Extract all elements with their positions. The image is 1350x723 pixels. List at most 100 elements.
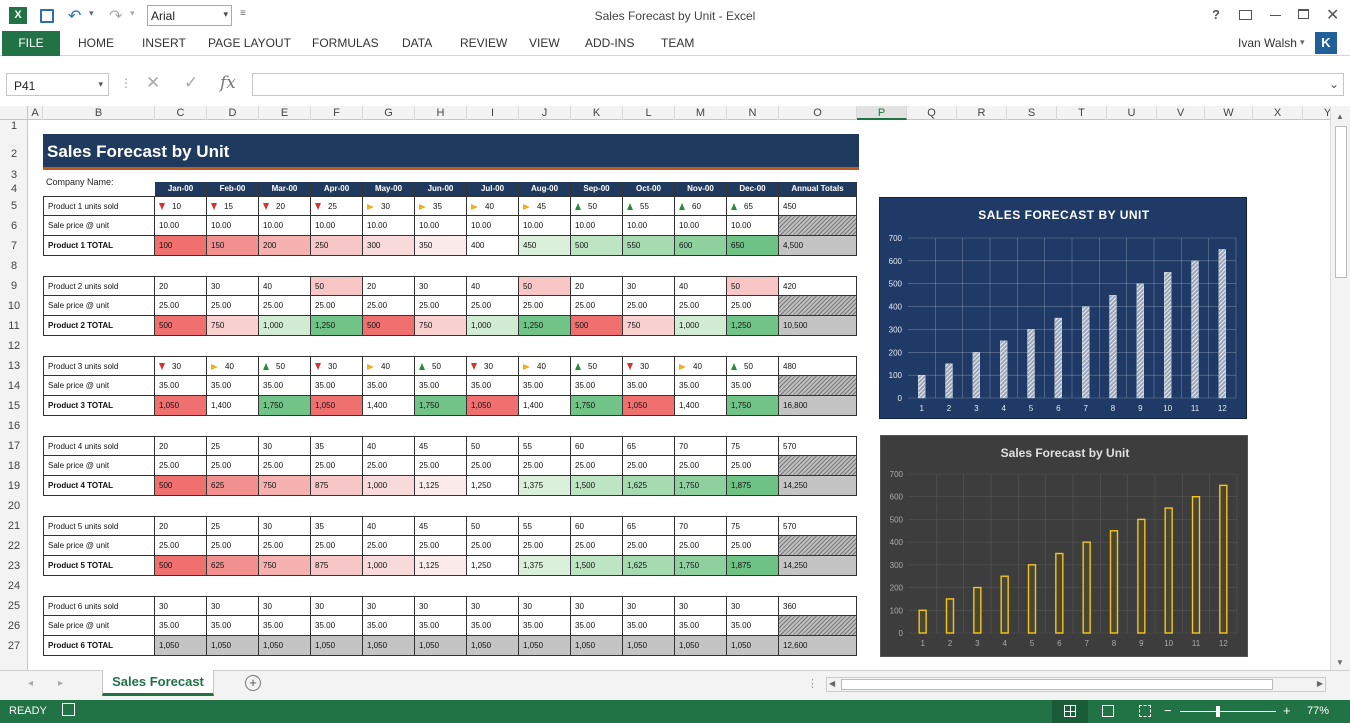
price-cell[interactable]: 25.00 <box>311 296 363 316</box>
total-cell[interactable]: 500 <box>571 236 623 256</box>
column-header[interactable]: G <box>363 106 415 120</box>
month-header[interactable]: Aug-00 <box>519 182 571 196</box>
total-cell[interactable]: 1,400 <box>519 396 571 416</box>
scroll-up-icon[interactable]: ▲ <box>1336 112 1344 121</box>
units-cell[interactable]: 75 <box>727 436 779 456</box>
bar[interactable] <box>1137 518 1146 634</box>
price-cell[interactable]: 35.00 <box>519 616 571 636</box>
price-cell[interactable]: 25.00 <box>571 456 623 476</box>
month-header[interactable]: May-00 <box>363 182 415 196</box>
row-header[interactable]: 4 <box>10 183 18 195</box>
column-header[interactable]: L <box>623 106 675 120</box>
price-cell[interactable]: 35.00 <box>311 616 363 636</box>
hatched-cell[interactable] <box>779 456 857 476</box>
units-cell[interactable]: 50 <box>415 356 467 376</box>
price-cell[interactable]: 25.00 <box>259 456 311 476</box>
price-cell[interactable]: 25.00 <box>675 536 727 556</box>
price-cell[interactable]: 10.00 <box>519 216 571 236</box>
row-header[interactable]: 18 <box>7 460 21 472</box>
month-header[interactable]: Dec-00 <box>727 182 779 196</box>
column-header[interactable]: A <box>28 106 43 120</box>
price-cell[interactable]: 35.00 <box>207 616 259 636</box>
price-cell[interactable]: 10.00 <box>727 216 779 236</box>
total-cell[interactable]: 250 <box>311 236 363 256</box>
column-header[interactable]: K <box>571 106 623 120</box>
price-cell[interactable]: 25.00 <box>519 456 571 476</box>
units-cell[interactable]: 20 <box>259 196 311 216</box>
units-cell[interactable]: 45 <box>415 516 467 536</box>
price-cell[interactable]: 35.00 <box>727 376 779 396</box>
price-cell[interactable]: 25.00 <box>363 296 415 316</box>
price-cell[interactable]: 25.00 <box>155 296 207 316</box>
price-cell[interactable]: 25.00 <box>571 536 623 556</box>
vertical-scrollbar[interactable]: ▲ ▼ <box>1330 106 1350 670</box>
month-header[interactable]: Oct-00 <box>623 182 675 196</box>
name-box[interactable]: P41 ▾ <box>6 73 109 96</box>
price-cell[interactable]: 25.00 <box>415 296 467 316</box>
row-header[interactable]: 21 <box>7 520 21 532</box>
units-label[interactable]: Product 3 units sold <box>43 356 155 376</box>
maximize-icon[interactable] <box>1298 9 1309 19</box>
view-normal-icon[interactable] <box>1052 700 1088 723</box>
price-label[interactable]: Sale price @ unit <box>43 216 155 236</box>
price-cell[interactable]: 35.00 <box>259 376 311 396</box>
minimize-icon[interactable] <box>1270 15 1281 16</box>
price-cell[interactable]: 35.00 <box>311 376 363 396</box>
price-cell[interactable]: 10.00 <box>207 216 259 236</box>
column-header[interactable]: T <box>1057 106 1107 120</box>
user-dropdown-icon[interactable]: ▾ <box>1300 37 1305 47</box>
qat-customize-icon[interactable]: ≡ <box>240 8 246 19</box>
bar[interactable] <box>972 352 980 399</box>
add-sheet-button[interactable]: + <box>245 675 261 691</box>
units-cell[interactable]: 30 <box>519 596 571 616</box>
price-cell[interactable]: 35.00 <box>675 616 727 636</box>
units-cell[interactable]: 30 <box>311 596 363 616</box>
total-cell[interactable]: 1,050 <box>623 396 675 416</box>
total-cell[interactable]: 1,625 <box>623 556 675 576</box>
total-cell[interactable]: 200 <box>259 236 311 256</box>
price-cell[interactable]: 35.00 <box>363 616 415 636</box>
row-header[interactable]: 8 <box>10 260 18 272</box>
sheet-tab-sales-forecast[interactable]: Sales Forecast <box>102 670 214 696</box>
total-cell[interactable]: 1,000 <box>259 316 311 336</box>
total-cell[interactable]: 1,050 <box>259 636 311 656</box>
price-cell[interactable]: 25.00 <box>155 536 207 556</box>
total-cell[interactable]: 400 <box>467 236 519 256</box>
total-cell[interactable]: 150 <box>207 236 259 256</box>
total-cell[interactable]: 300 <box>363 236 415 256</box>
redo-dropdown-icon[interactable]: ▾ <box>130 8 135 18</box>
bar[interactable] <box>918 374 926 399</box>
formula-input[interactable]: ⌄ <box>252 73 1344 96</box>
total-cell[interactable]: 1,050 <box>675 636 727 656</box>
units-cell[interactable]: 70 <box>675 436 727 456</box>
total-cell[interactable]: 100 <box>155 236 207 256</box>
row-header[interactable]: 25 <box>7 600 21 612</box>
units-cell[interactable]: 40 <box>467 276 519 296</box>
bar[interactable] <box>1219 484 1228 634</box>
price-label[interactable]: Sale price @ unit <box>43 536 155 556</box>
tab-file[interactable]: FILE <box>2 31 60 56</box>
view-page-break-icon[interactable] <box>1139 705 1151 717</box>
bar[interactable] <box>1054 317 1062 399</box>
price-cell[interactable]: 35.00 <box>207 376 259 396</box>
tab-home[interactable]: HOME <box>78 36 114 50</box>
total-cell[interactable]: 625 <box>207 476 259 496</box>
price-cell[interactable]: 10.00 <box>363 216 415 236</box>
total-cell[interactable]: 1,375 <box>519 476 571 496</box>
units-cell[interactable]: 20 <box>363 276 415 296</box>
price-cell[interactable]: 10.00 <box>623 216 675 236</box>
price-cell[interactable]: 25.00 <box>311 456 363 476</box>
total-cell[interactable]: 550 <box>623 236 675 256</box>
total-cell[interactable]: 1,000 <box>467 316 519 336</box>
total-label[interactable]: Product 6 TOTAL <box>43 636 155 656</box>
month-header[interactable]: Apr-00 <box>311 182 363 196</box>
units-cell[interactable]: 30 <box>363 196 415 216</box>
units-total-cell[interactable]: 360 <box>779 596 857 616</box>
total-cell[interactable]: 600 <box>675 236 727 256</box>
total-cell[interactable]: 1,250 <box>311 316 363 336</box>
total-label[interactable]: Product 2 TOTAL <box>43 316 155 336</box>
units-cell[interactable]: 45 <box>415 436 467 456</box>
total-cell[interactable]: 500 <box>155 316 207 336</box>
units-cell[interactable]: 40 <box>519 356 571 376</box>
bar[interactable] <box>945 363 953 399</box>
